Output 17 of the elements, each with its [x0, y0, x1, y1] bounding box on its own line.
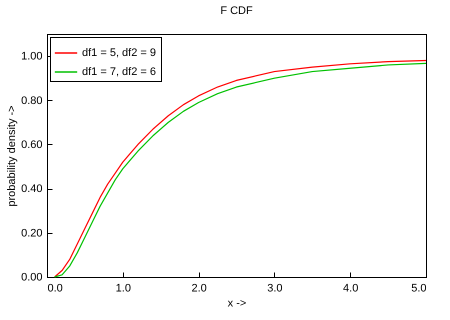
x-tick-label: 3.0: [267, 282, 283, 294]
x-tick-label: 5.0: [411, 282, 426, 294]
y-tick-label: 0.00: [21, 272, 42, 284]
x-tick-label: 4.0: [343, 282, 358, 294]
legend-label: df1 = 5, df2 = 9: [82, 47, 156, 59]
y-tick-label: 0.60: [21, 138, 42, 151]
y-tick-label: 1.00: [21, 50, 42, 63]
y-axis-title: probability density ->: [6, 105, 18, 207]
x-tick-label: 1.0: [116, 282, 131, 294]
x-tick-label: 2.0: [191, 282, 207, 294]
y-tick-label: 0.40: [21, 183, 42, 196]
legend-label: df1 = 7, df2 = 6: [82, 66, 156, 78]
chart-title: F CDF: [220, 5, 253, 17]
y-tick-label: 0.20: [21, 227, 42, 240]
y-tick-label: 0.80: [21, 94, 42, 107]
x-axis-title: x ->: [228, 298, 246, 310]
x-tick-label: 0.0: [48, 282, 63, 294]
